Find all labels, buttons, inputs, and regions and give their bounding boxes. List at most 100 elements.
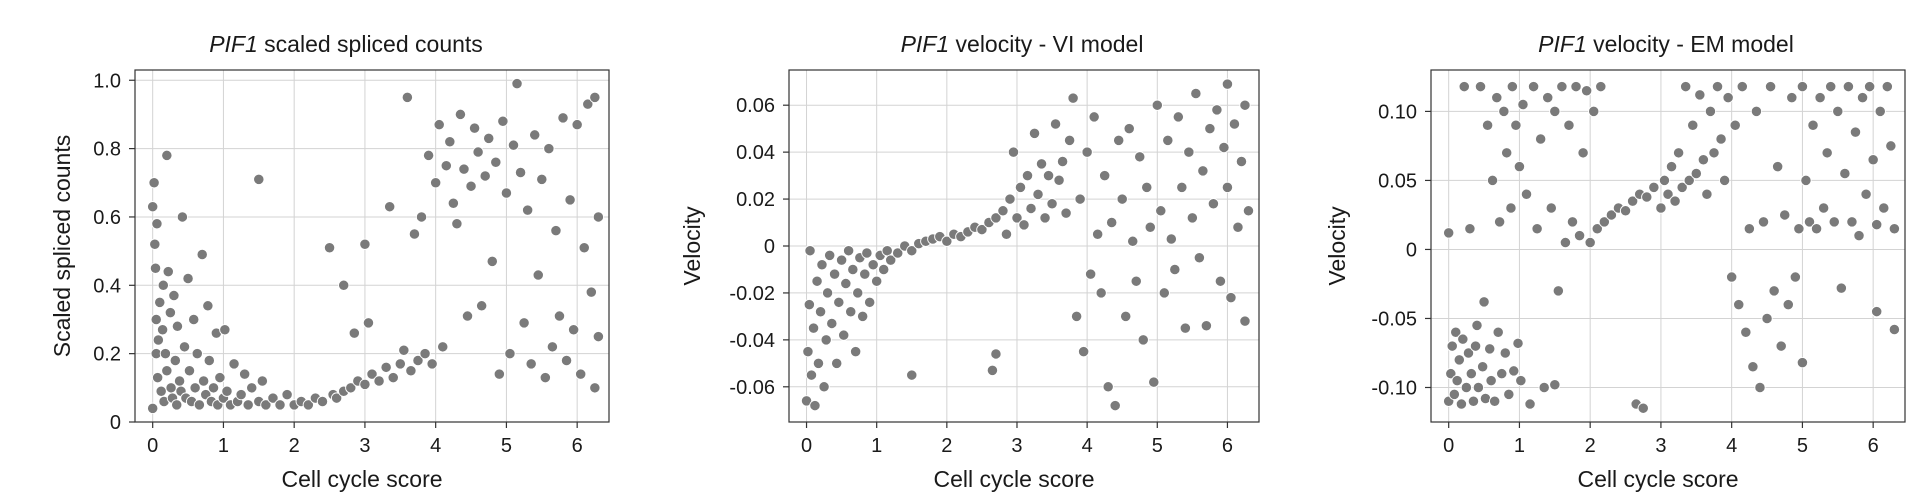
y-axis: -0.06 -0.04 -0.02 0 0.02 0.04 0.06: [729, 95, 789, 399]
scatter-point: [1736, 80, 1748, 93]
y-tick-label: 0.6: [93, 207, 121, 229]
scatter-point: [1556, 80, 1568, 93]
y-axis-label: Scaled spliced counts: [49, 135, 75, 357]
scatter-point: [1018, 219, 1030, 231]
scatter-point: [348, 327, 360, 339]
scatter-point: [1641, 191, 1653, 203]
scatter-point: [833, 296, 845, 308]
scatter-point: [165, 382, 177, 394]
scatter-point: [1485, 374, 1497, 387]
scatter-point: [1053, 174, 1065, 186]
scatter-point: [1757, 216, 1770, 228]
scatter-point: [546, 341, 559, 353]
scatter-point: [976, 223, 988, 236]
scatter-point: [1492, 326, 1504, 338]
scatter-point: [433, 119, 445, 131]
scatter-point: [1535, 133, 1547, 145]
title-gene: PIF1: [209, 31, 258, 57]
scatter-point: [1856, 91, 1869, 104]
scatter-point: [1484, 343, 1496, 355]
scatter-point: [826, 317, 838, 330]
scatter-point: [260, 399, 272, 411]
x-tick-label: 6: [572, 435, 583, 457]
gridlines: [135, 70, 609, 423]
scatter-point: [504, 348, 516, 360]
scatter-point: [1011, 212, 1023, 224]
scatter-point: [171, 320, 184, 332]
scatter-point: [1658, 174, 1671, 187]
x-tick-label: 4: [430, 435, 441, 457]
scatter-point: [183, 365, 196, 377]
data-points: [147, 78, 605, 414]
scatter-point: [1549, 105, 1561, 118]
scatter-point: [302, 399, 314, 411]
scatter-point: [507, 139, 520, 151]
scatter-point: [1885, 140, 1897, 152]
scatter-point: [589, 91, 601, 103]
scatter-point: [1573, 229, 1586, 242]
scatter-point: [281, 389, 293, 401]
scatter-point: [805, 369, 818, 381]
scatter-point: [1458, 80, 1470, 93]
scatter-point: [990, 212, 1002, 224]
scatter-point: [173, 375, 186, 387]
scatter-point: [1793, 223, 1805, 235]
scatter-point: [1711, 80, 1724, 93]
scatter-point: [1786, 91, 1798, 104]
scatter-point: [1552, 285, 1564, 297]
y-tick-label: 0.05: [1378, 170, 1417, 192]
scatter-point: [1648, 181, 1660, 193]
x-axis: 0 1 2 3 4 5 6: [801, 422, 1233, 457]
scatter-point: [1687, 119, 1699, 131]
scatter-point: [1204, 123, 1216, 135]
scatter-point: [1807, 119, 1819, 131]
scatter-point: [1598, 216, 1610, 228]
scatter-point: [824, 249, 836, 262]
scatter-point: [235, 389, 247, 401]
scatter-point: [345, 382, 357, 394]
scatter-point: [1517, 98, 1529, 111]
scatter-point: [1099, 169, 1111, 182]
scatter-point: [1056, 155, 1069, 168]
scatter-point: [1747, 361, 1759, 373]
scatter-point: [193, 399, 206, 411]
scatter-point: [1074, 193, 1086, 205]
y-axis-label: Velocity: [679, 206, 705, 286]
scatter-point: [1176, 181, 1188, 193]
scatter-point: [818, 381, 830, 393]
scatter-point: [274, 399, 286, 411]
scatter-point: [800, 395, 813, 407]
scatter-point: [1481, 119, 1494, 131]
scatter-point: [1704, 105, 1717, 118]
scatter-point: [1775, 340, 1787, 352]
scatter-point: [1881, 80, 1893, 93]
scatter-point: [191, 348, 203, 360]
scatter-point: [1211, 104, 1223, 116]
scatter-point: [1835, 282, 1847, 294]
scatter-point: [1155, 205, 1167, 217]
chart-title: PIF1 velocity - EM model: [1538, 31, 1794, 57]
scatter-point: [151, 371, 164, 384]
scatter-point: [472, 146, 484, 158]
scatter-point: [1524, 398, 1536, 410]
scatter-point: [1102, 381, 1114, 393]
scatter-point: [571, 119, 583, 131]
scatter-point: [1846, 216, 1858, 228]
scatter-point: [164, 306, 177, 319]
y-tick-label: 0: [764, 236, 775, 258]
x-tick-label: 4: [1726, 435, 1737, 457]
scatter-point: [1839, 167, 1851, 180]
x-axis-label: Cell cycle score: [933, 466, 1094, 492]
scatter-point: [493, 368, 505, 380]
scatter-point: [1242, 205, 1255, 217]
scatter-point: [1584, 236, 1596, 249]
scatter-point: [1478, 296, 1490, 308]
scatter-point: [419, 348, 431, 360]
scatter-point: [906, 245, 918, 257]
y-tick-label: -0.04: [729, 330, 775, 352]
scatter-point: [476, 300, 488, 312]
scatter-point: [412, 354, 424, 367]
y-tick-label: 1.0: [93, 70, 121, 92]
scatter-point: [1232, 221, 1244, 233]
